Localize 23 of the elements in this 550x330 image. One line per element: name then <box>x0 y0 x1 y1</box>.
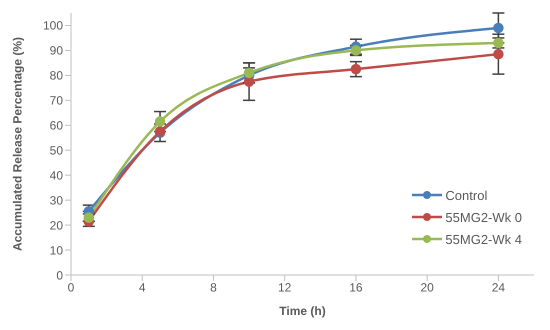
legend-label: 55MG2-Wk 0 <box>445 210 522 224</box>
y-tick-label: 40 <box>50 168 64 182</box>
y-tick-label: 30 <box>50 193 64 208</box>
x-tick-label: 12 <box>278 280 292 295</box>
x-tick-label: 24 <box>492 280 506 295</box>
y-tick-label: 100 <box>42 18 64 33</box>
y-tick-label: 20 <box>50 218 64 232</box>
legend-label: 55MG2-Wk 4 <box>445 232 522 246</box>
y-tick-label: 0 <box>56 268 64 282</box>
y-tick-label: 50 <box>50 144 64 158</box>
x-tick-label: 8 <box>210 280 218 295</box>
y-tick-label: 70 <box>50 94 64 108</box>
x-tick-label: 0 <box>68 280 75 295</box>
x-tick-label: 4 <box>138 280 146 295</box>
y-tick-label: 10 <box>50 243 64 258</box>
x-axis-title: Time (h) <box>279 304 326 318</box>
y-tick-label: 80 <box>50 68 64 83</box>
legend-label: Control <box>445 188 488 202</box>
x-tick-label: 16 <box>349 280 363 295</box>
y-tick-label: 60 <box>50 118 64 133</box>
y-tick-label: 90 <box>50 44 64 58</box>
y-axis-title: Accumulated Release Percentage (%) <box>10 36 24 252</box>
x-tick-label: 20 <box>420 280 434 295</box>
